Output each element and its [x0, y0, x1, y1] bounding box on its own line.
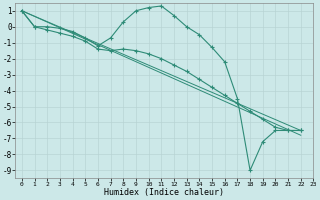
X-axis label: Humidex (Indice chaleur): Humidex (Indice chaleur): [105, 188, 225, 197]
